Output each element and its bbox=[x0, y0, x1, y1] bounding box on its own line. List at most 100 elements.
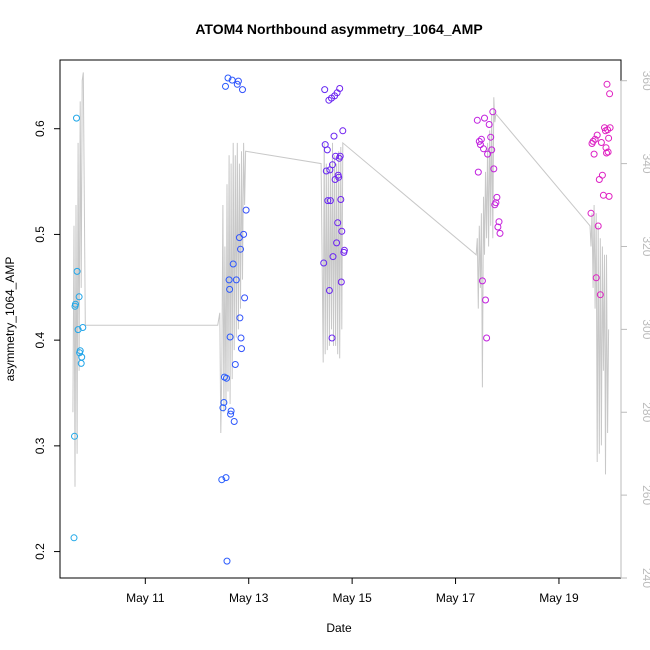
data-point bbox=[496, 229, 504, 237]
data-point bbox=[594, 222, 602, 230]
data-point bbox=[602, 144, 610, 152]
data-point bbox=[597, 139, 605, 146]
data-point bbox=[495, 218, 503, 226]
data-point bbox=[474, 168, 482, 176]
data-point bbox=[596, 291, 604, 299]
data-point bbox=[494, 223, 502, 231]
data-point bbox=[606, 124, 614, 132]
data-point bbox=[75, 293, 83, 301]
data-point bbox=[218, 476, 226, 484]
data-point bbox=[475, 137, 483, 145]
data-point bbox=[321, 86, 329, 94]
y-tick-label: 0.5 bbox=[33, 226, 47, 243]
data-point bbox=[224, 74, 232, 82]
data-point bbox=[328, 334, 336, 342]
x-tick-label: May 13 bbox=[229, 591, 269, 605]
data-point bbox=[223, 374, 230, 382]
data-point bbox=[329, 253, 337, 261]
data-point bbox=[330, 132, 338, 140]
data-point bbox=[332, 152, 340, 160]
data-point bbox=[223, 557, 231, 565]
data-point bbox=[241, 294, 249, 302]
data-point bbox=[324, 197, 332, 205]
data-point bbox=[323, 146, 331, 154]
data-point bbox=[322, 167, 330, 175]
data-point bbox=[326, 197, 334, 205]
secondary-line bbox=[72, 72, 610, 487]
data-point bbox=[236, 314, 244, 322]
data-point bbox=[480, 145, 487, 153]
data-point bbox=[587, 209, 595, 217]
data-point bbox=[238, 345, 245, 353]
data-point bbox=[227, 407, 235, 415]
data-point bbox=[489, 108, 497, 116]
data-point bbox=[73, 114, 80, 122]
data-point bbox=[493, 193, 501, 201]
data-point bbox=[70, 534, 78, 542]
data-point bbox=[329, 161, 336, 169]
data-point bbox=[234, 77, 242, 85]
data-point bbox=[477, 135, 485, 143]
secondary-series bbox=[72, 72, 610, 487]
data-point bbox=[230, 418, 238, 425]
data-point bbox=[220, 399, 228, 406]
data-point bbox=[239, 86, 246, 94]
data-point bbox=[606, 90, 614, 98]
data-point bbox=[226, 285, 234, 293]
y2-tick-label: 300 bbox=[640, 319, 650, 339]
x-tick-label: May 11 bbox=[126, 591, 165, 605]
data-point bbox=[76, 347, 84, 355]
data-point bbox=[337, 196, 345, 203]
data-point bbox=[340, 246, 348, 254]
data-point bbox=[487, 133, 495, 141]
y2-axis: 240 260 280 300 320 340 360 bbox=[620, 71, 650, 588]
data-point bbox=[229, 260, 237, 268]
y2-tick-label: 340 bbox=[640, 154, 650, 174]
data-point bbox=[333, 239, 341, 247]
data-point bbox=[233, 80, 241, 88]
data-point bbox=[488, 146, 496, 154]
data-point bbox=[219, 404, 227, 412]
data-point bbox=[603, 149, 610, 157]
data-point bbox=[335, 173, 343, 181]
x-axis: May 11 May 13 May 15 May 17 May 19 bbox=[126, 578, 579, 605]
data-point bbox=[605, 192, 613, 200]
y2-tick-label: 280 bbox=[640, 402, 650, 422]
data-point bbox=[225, 276, 233, 284]
x-tick-label: May 15 bbox=[332, 591, 372, 605]
data-point bbox=[598, 171, 606, 179]
data-point bbox=[338, 227, 346, 235]
data-point bbox=[481, 114, 488, 122]
data-point bbox=[78, 353, 86, 361]
y2-tick-label: 260 bbox=[640, 485, 650, 505]
y-axis-label: asymmetry_1064_AMP bbox=[3, 257, 17, 382]
y-tick-label: 0.4 bbox=[33, 331, 47, 348]
y-axis: 0.2 0.3 0.4 0.5 0.6 bbox=[33, 120, 60, 560]
data-point bbox=[336, 85, 344, 92]
data-point bbox=[227, 410, 235, 418]
data-point bbox=[485, 121, 493, 128]
y2-tick-label: 360 bbox=[640, 71, 650, 91]
data-point bbox=[492, 199, 500, 207]
y2-tick-label: 320 bbox=[640, 236, 650, 256]
y-tick-label: 0.2 bbox=[33, 543, 47, 560]
data-point bbox=[482, 296, 489, 304]
data-point bbox=[473, 116, 481, 124]
data-point bbox=[73, 267, 81, 275]
data-point bbox=[79, 324, 87, 331]
data-point bbox=[242, 206, 250, 214]
data-point bbox=[604, 148, 612, 156]
y-tick-label: 0.6 bbox=[33, 120, 47, 137]
data-point bbox=[589, 137, 597, 145]
data-point bbox=[595, 176, 603, 183]
data-point bbox=[240, 230, 248, 238]
data-point bbox=[72, 300, 79, 308]
x-tick-label: May 19 bbox=[539, 591, 579, 605]
data-point bbox=[339, 127, 347, 135]
data-point bbox=[325, 287, 333, 294]
data-point bbox=[222, 474, 230, 482]
chart-title: ATOM4 Northbound asymmetry_1064_AMP bbox=[195, 21, 482, 37]
data-point bbox=[337, 278, 345, 286]
data-point bbox=[599, 191, 607, 199]
data-point bbox=[592, 274, 600, 282]
